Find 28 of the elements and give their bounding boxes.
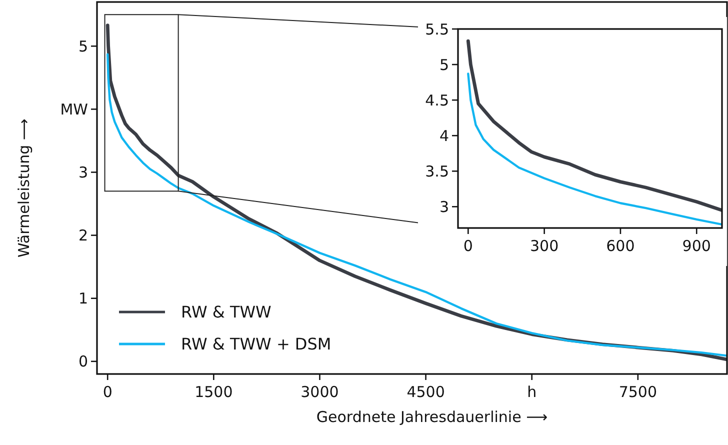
x-tick-label: 1500	[194, 383, 233, 401]
y-tick-label: 1	[78, 290, 88, 308]
y-tick-label: 3.5	[425, 162, 449, 180]
x-tick-label: 0	[463, 237, 473, 255]
line-series	[466, 39, 722, 212]
x-tick-label: 7500	[618, 383, 658, 401]
y-tick-label: 4	[439, 126, 449, 145]
x-tick-label: 4500	[406, 383, 445, 401]
y-tick-label: 2	[78, 226, 88, 245]
x-tick-label: h	[527, 383, 537, 401]
y-tick-label: 5	[439, 56, 449, 74]
x-tick-label: 600	[606, 237, 635, 255]
x-axis-title: Geordnete Jahresdauerlinie ⟶	[316, 408, 548, 426]
y-tick-label: 5	[78, 37, 88, 56]
x-tick-label: 900	[682, 237, 711, 255]
y-tick-label: 3	[439, 198, 449, 216]
y-tick-label: 4.5	[425, 91, 449, 110]
y-axis-title: Wärmeleistung ⟶	[15, 118, 33, 258]
line-series	[467, 72, 722, 226]
y-tick-label: MW	[60, 100, 88, 118]
y-tick-label: 5.5	[425, 20, 449, 38]
x-tick-label: 0	[102, 383, 112, 401]
x-tick-label: 300	[530, 237, 559, 255]
legend-label: RW & TWW + DSM	[181, 334, 332, 354]
y-tick-label: 0	[78, 352, 88, 371]
legend-label: RW & TWW	[181, 302, 272, 322]
x-tick-label: 3000	[300, 383, 339, 401]
y-tick-label: 3	[78, 163, 88, 182]
